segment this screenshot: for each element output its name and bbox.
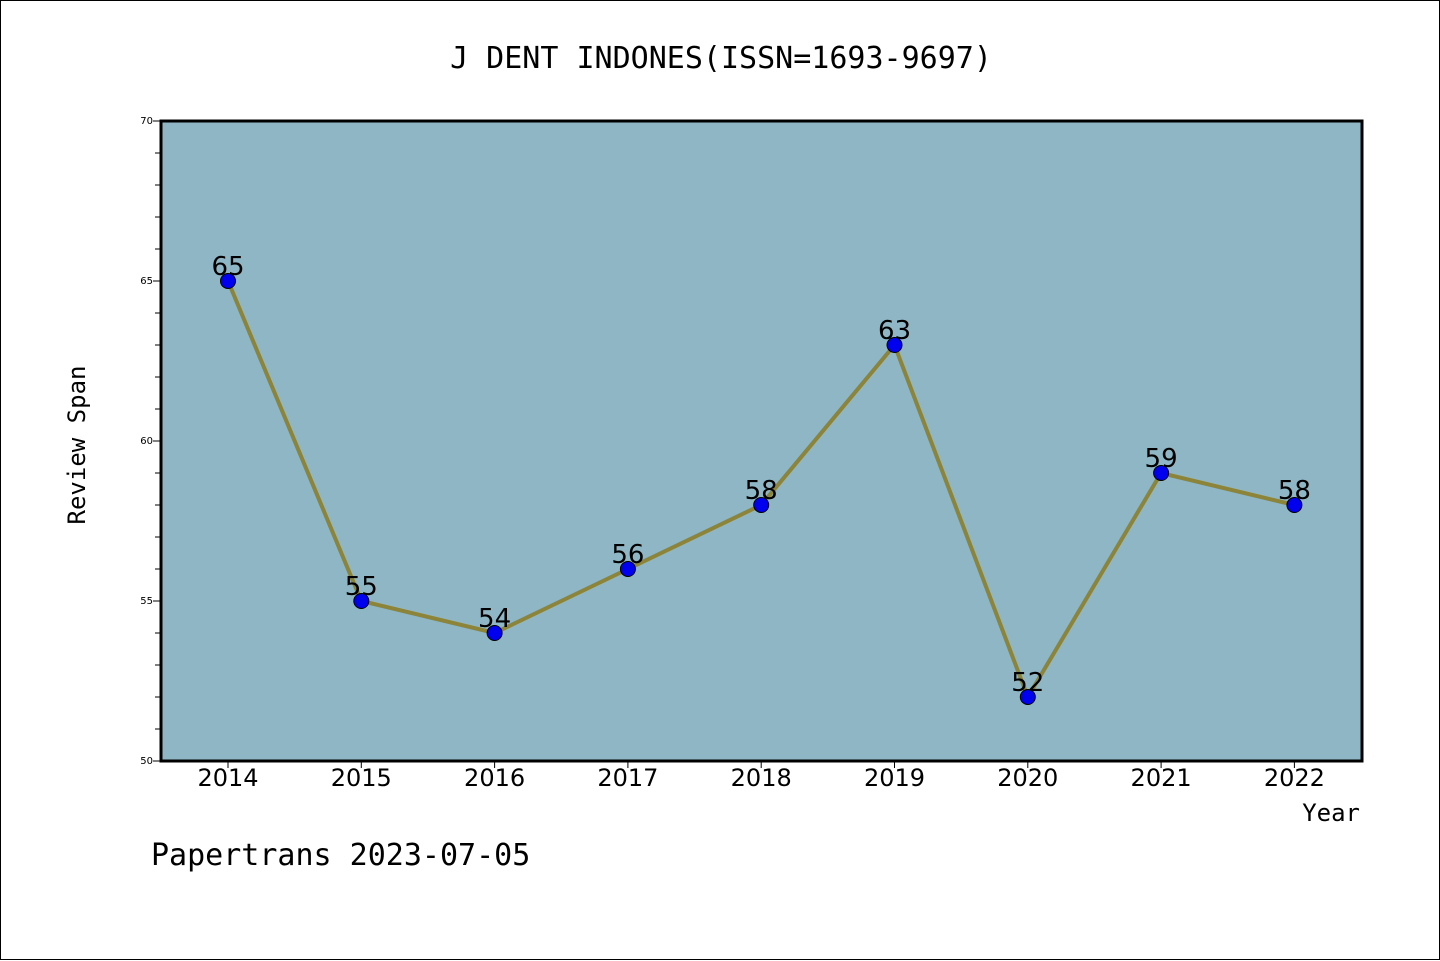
x-tick-label: 2016	[464, 764, 525, 792]
data-point	[619, 561, 636, 577]
data-label: 65	[211, 252, 244, 282]
plot-area	[159, 119, 1364, 763]
y-tick-label: 60	[140, 436, 153, 447]
data-markers	[220, 273, 1303, 705]
data-label: 58	[745, 476, 778, 506]
x-axis-label: Year	[1302, 799, 1360, 827]
x-tick-label: 2017	[597, 764, 658, 792]
y-axis: 50 55 60 65 70	[140, 116, 161, 767]
chart-title: J DENT INDONES(ISSN=1693-9697)	[450, 41, 992, 76]
data-label: 55	[345, 572, 378, 602]
data-point	[486, 625, 503, 641]
x-tick-label: 2015	[331, 764, 392, 792]
data-point	[886, 337, 903, 353]
x-tick-label: 2014	[197, 764, 258, 792]
y-axis-label: Review Span	[63, 366, 91, 525]
y-tick-label: 50	[140, 756, 153, 767]
data-label: 58	[1278, 476, 1311, 506]
x-axis: 2014 2015 2016 2017 2018 2019 2020 2021 2022	[197, 761, 1325, 792]
data-point	[753, 497, 770, 513]
x-tick-label: 2018	[731, 764, 792, 792]
data-point	[220, 273, 236, 289]
footer-credit: Papertrans 2023-07-05	[151, 838, 530, 873]
data-point	[1286, 497, 1303, 513]
data-point	[1019, 689, 1036, 705]
data-label: 56	[611, 540, 644, 570]
x-tick-label: 2022	[1264, 764, 1325, 792]
y-tick-label: 65	[140, 276, 153, 287]
data-point	[1153, 465, 1170, 481]
y-tick-label: 55	[140, 596, 153, 607]
x-tick-label: 2019	[864, 764, 925, 792]
data-label: 59	[1145, 444, 1178, 474]
data-labels: 65 55 54 56 58 63 52 59 58	[211, 252, 1310, 698]
data-label: 63	[878, 316, 911, 346]
data-label: 52	[1011, 668, 1044, 698]
data-point	[353, 593, 370, 609]
x-tick-label: 2021	[1131, 764, 1192, 792]
data-label: 54	[478, 604, 511, 634]
x-tick-label: 2020	[997, 764, 1058, 792]
y-tick-label: 70	[140, 116, 153, 127]
